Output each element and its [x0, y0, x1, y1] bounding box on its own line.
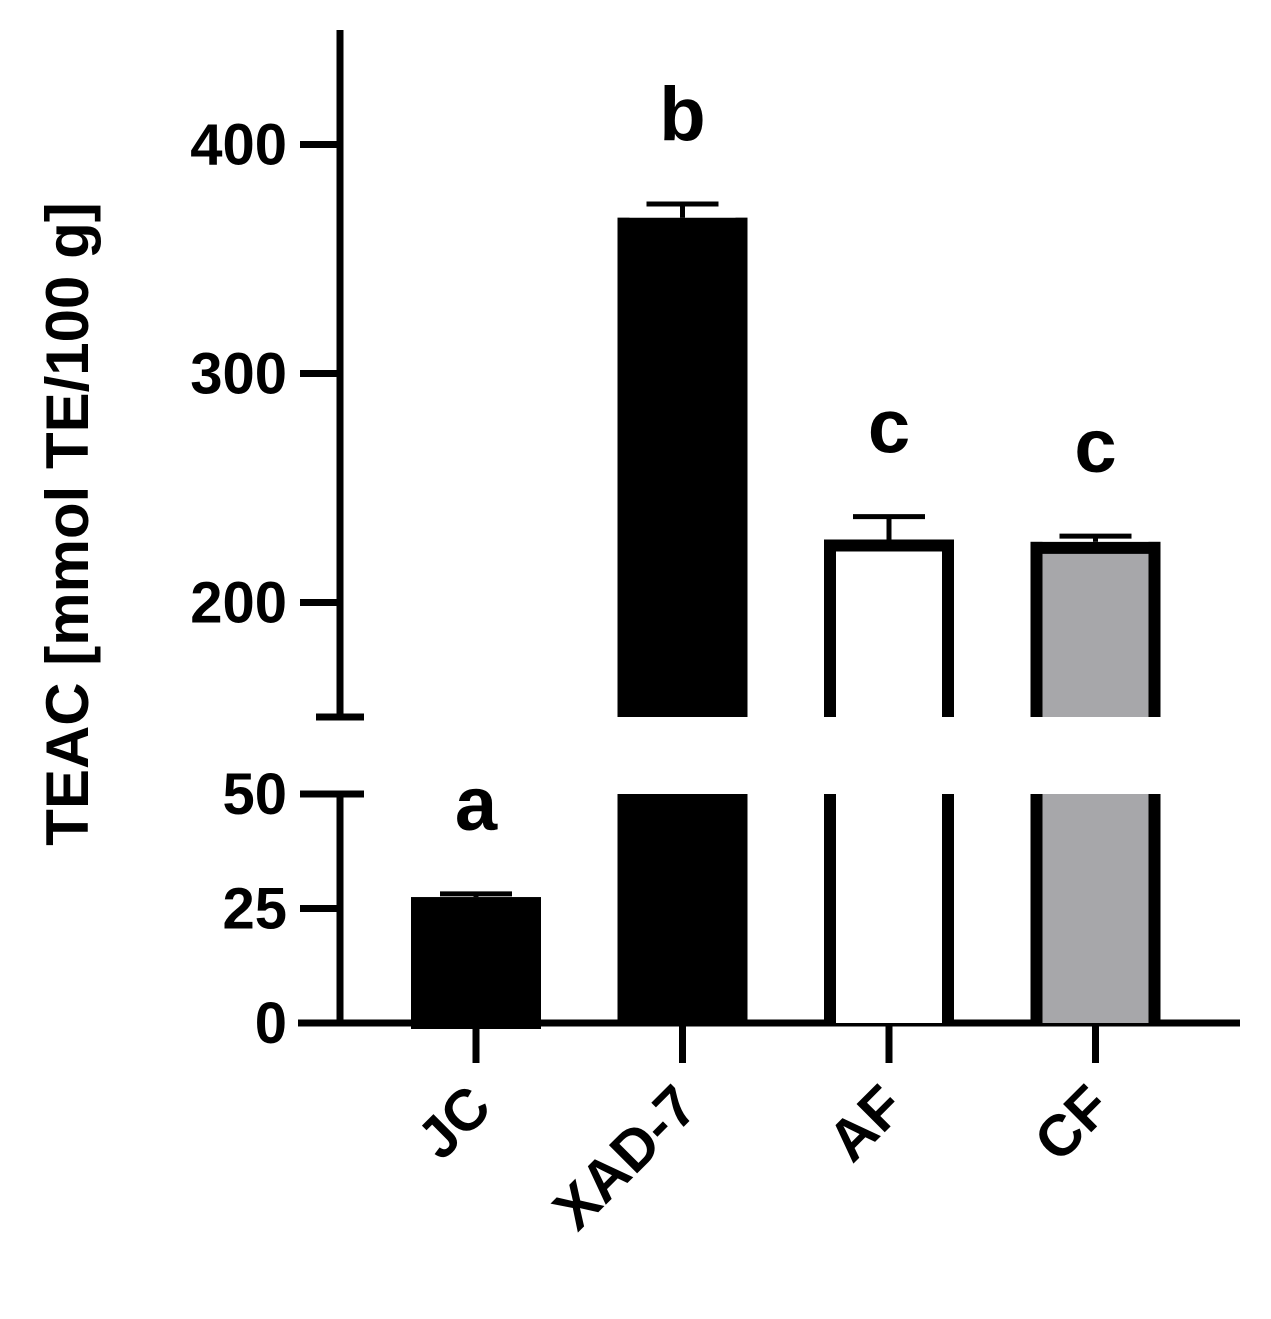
bar [411, 897, 541, 1029]
y-axis-label: TEAC [mmol TE/100 g] [34, 202, 101, 845]
y-tick-label: 0 [255, 991, 287, 1056]
x-tick-label: XAD-7 [541, 1073, 710, 1242]
y-tick-label: 300 [190, 342, 287, 407]
y-tick-label: 25 [222, 877, 287, 942]
significance-letter: b [659, 72, 705, 157]
bar-upper-segment [1036, 547, 1155, 717]
x-tick-label: JC [405, 1073, 503, 1171]
bar-lower-segment [830, 794, 948, 1023]
bar-lower-segment [1036, 794, 1155, 1023]
y-tick-label: 400 [190, 113, 287, 178]
x-tick-label: AF [816, 1073, 917, 1174]
x-tick-label: CF [1022, 1073, 1123, 1174]
bar-lower-segment [623, 794, 742, 1023]
bar-upper-segment [623, 223, 742, 717]
bars [411, 201, 1161, 1029]
significance-letter: a [455, 762, 498, 847]
significance-letter: c [1074, 404, 1116, 489]
y-tick-label: 200 [190, 571, 287, 636]
significance-letter: c [868, 385, 910, 470]
y-tick-label: 50 [222, 762, 287, 827]
bar-upper-segment [830, 545, 948, 717]
